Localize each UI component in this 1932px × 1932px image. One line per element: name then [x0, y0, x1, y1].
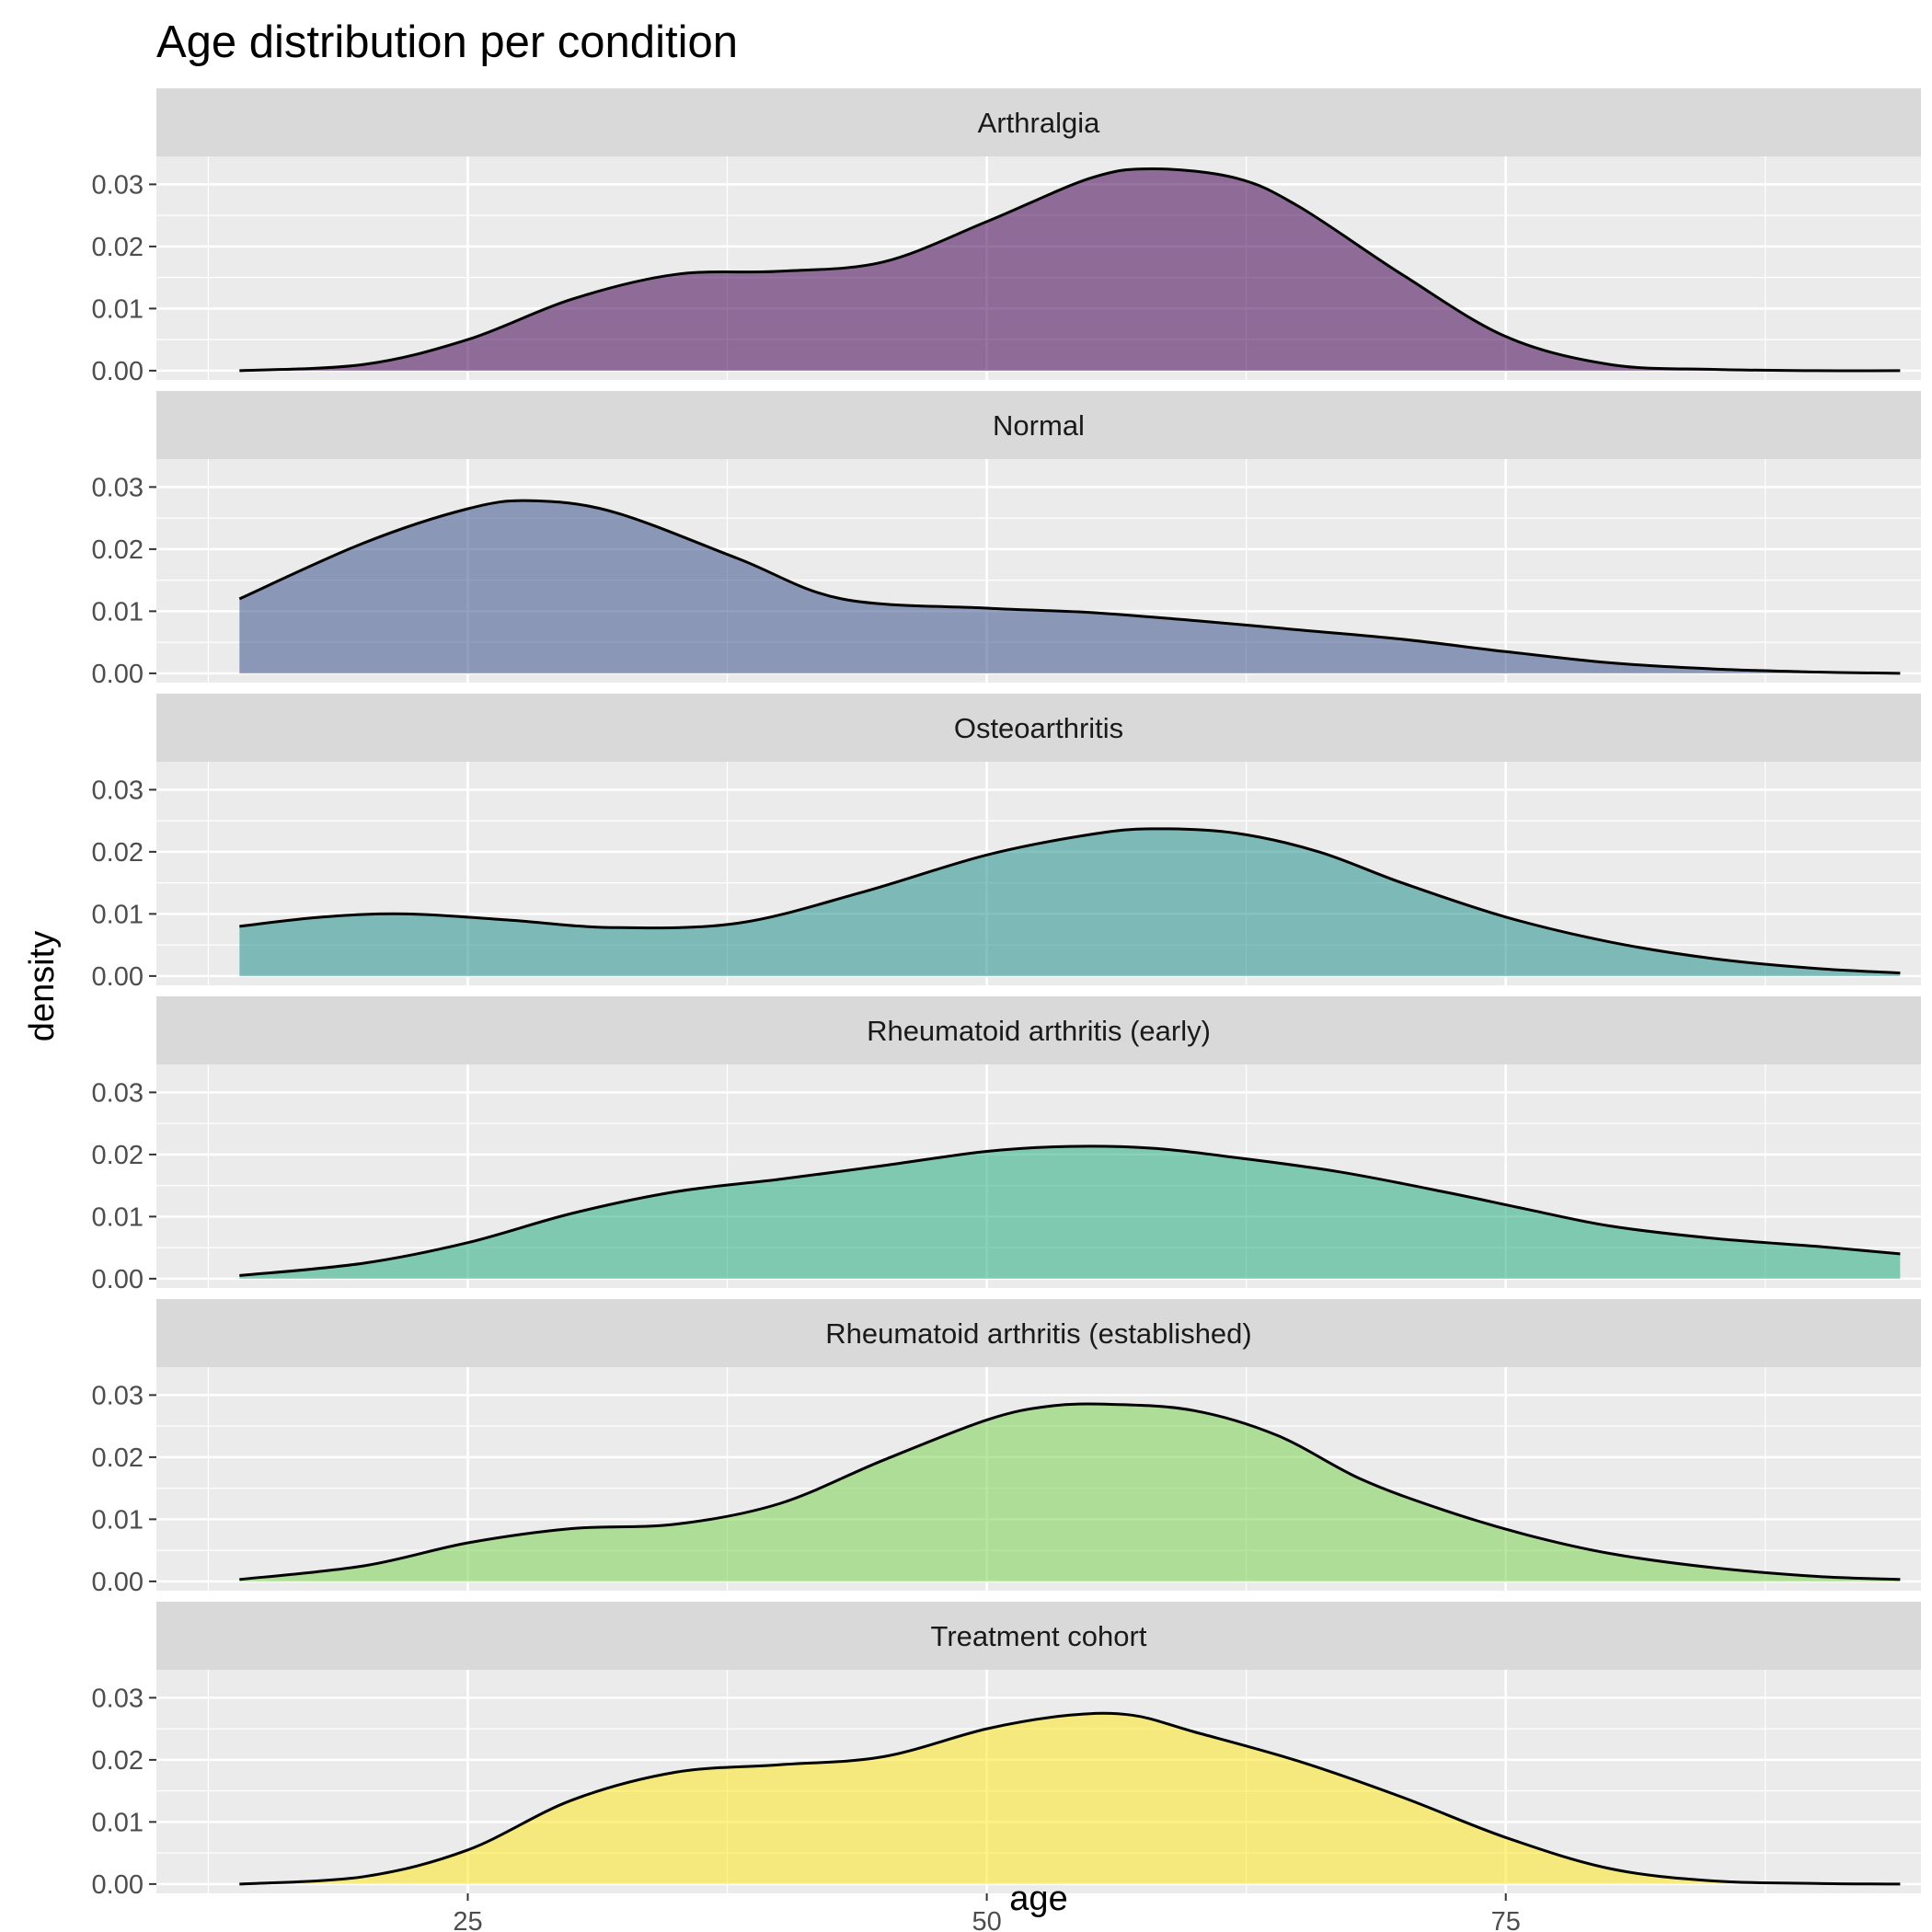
facet-4: Rheumatoid arthritis (established) 0.00 0.…	[92, 1299, 1921, 1597]
facet-panels: Arthralgia 0.00 0.01 0.02 0.03 Normal 0.00 0.01…	[92, 88, 1921, 1900]
facet-strip	[156, 88, 1921, 156]
y-tick-label: 0.01	[92, 294, 144, 324]
facet-strip	[156, 694, 1921, 762]
density-area	[239, 500, 1901, 673]
y-tick-label: 0.03	[92, 1078, 144, 1108]
y-tick-label: 0.03	[92, 1684, 144, 1713]
facet-3: Rheumatoid arthritis (early) 0.00 0.01 0.02…	[92, 996, 1921, 1294]
y-tick-label: 0.02	[92, 1443, 144, 1473]
chart-title: Age distribution per condition	[156, 17, 738, 67]
density-area	[239, 1145, 1901, 1279]
facet-strip-label: Osteoarthritis	[954, 712, 1123, 744]
density-line	[238, 499, 1901, 675]
density-line	[239, 1711, 1901, 1886]
facet-strip-label: Treatment cohort	[931, 1620, 1147, 1652]
facet-strip	[156, 1602, 1921, 1670]
x-tick-label: 50	[972, 1907, 1001, 1932]
y-tick-label: 0.00	[92, 1870, 144, 1900]
facet-strip	[156, 996, 1921, 1064]
density-area	[239, 1713, 1901, 1884]
x-axis-title: age	[1009, 1880, 1067, 1918]
facet-strip-label: Arthralgia	[978, 107, 1100, 139]
y-tick-label: 0.01	[92, 597, 144, 627]
y-tick-label: 0.02	[92, 233, 144, 262]
y-tick-label: 0.03	[92, 776, 144, 805]
y-tick-label: 0.03	[92, 473, 144, 502]
facet-strip-label: Normal	[993, 409, 1085, 442]
density-line	[239, 1402, 1901, 1581]
facet-2: Osteoarthritis 0.00 0.01 0.02 0.03	[92, 694, 1921, 992]
facet-5: Treatment cohort 0.00 0.01 0.02 0.03	[92, 1602, 1921, 1900]
y-tick-label: 0.03	[92, 170, 144, 200]
y-tick-label: 0.02	[92, 1746, 144, 1776]
y-tick-label: 0.01	[92, 1202, 144, 1232]
facet-strip-label: Rheumatoid arthritis (early)	[867, 1015, 1211, 1047]
facet-1: Normal 0.00 0.01 0.02 0.03	[92, 391, 1921, 689]
y-tick-label: 0.03	[92, 1381, 144, 1410]
facet-strip-label: Rheumatoid arthritis (established)	[825, 1317, 1252, 1350]
y-tick-label: 0.01	[92, 900, 144, 929]
y-tick-label: 0.00	[92, 1568, 144, 1597]
y-tick-label: 0.02	[92, 535, 144, 565]
density-area	[239, 828, 1901, 976]
x-axis: 25 50 75	[453, 1893, 1521, 1932]
density-area	[239, 168, 1901, 371]
y-tick-label: 0.01	[92, 1808, 144, 1837]
x-tick-label: 25	[453, 1907, 482, 1932]
density-line	[239, 167, 1901, 373]
y-tick-label: 0.02	[92, 1141, 144, 1170]
y-tick-label: 0.00	[92, 660, 144, 689]
density-line	[239, 1144, 1901, 1277]
facet-strip	[156, 1299, 1921, 1367]
y-tick-label: 0.01	[92, 1505, 144, 1535]
density-area	[239, 1404, 1901, 1581]
y-tick-label: 0.00	[92, 962, 144, 992]
x-tick-label: 75	[1491, 1907, 1521, 1932]
y-axis-title: density	[23, 931, 62, 1041]
y-tick-label: 0.02	[92, 838, 144, 868]
facet-strip	[156, 391, 1921, 459]
facet-0: Arthralgia 0.00 0.01 0.02 0.03	[92, 88, 1921, 386]
y-tick-label: 0.00	[92, 357, 144, 386]
density-line	[239, 827, 1901, 974]
y-tick-label: 0.00	[92, 1265, 144, 1294]
